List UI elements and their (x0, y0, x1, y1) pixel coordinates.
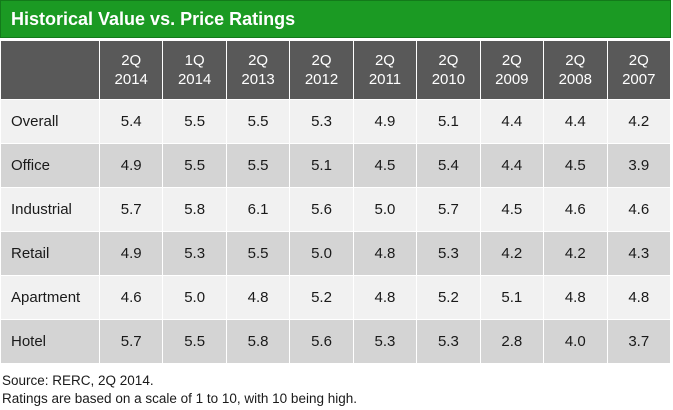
rating-cell: 3.9 (606, 143, 671, 188)
rating-cell: 4.9 (352, 99, 418, 144)
table-title-bar: Historical Value vs. Price Ratings (0, 0, 671, 38)
footer-notes: Source: RERC, 2Q 2014. Ratings are based… (2, 372, 357, 408)
rating-cell: 4.6 (606, 187, 671, 232)
rating-cell: 4.8 (352, 231, 418, 276)
column-header: 2Q 2014 (98, 40, 164, 100)
table-row: Industrial 5.7 5.8 6.1 5.6 5.0 5.7 4.5 4.6 4.6 (0, 187, 671, 232)
rating-cell: 5.2 (289, 275, 354, 320)
rating-cell: 6.1 (225, 187, 291, 232)
rating-cell: 4.5 (352, 143, 418, 188)
rating-cell: 4.6 (543, 187, 608, 232)
rating-cell: 5.3 (289, 99, 354, 144)
rating-cell: 5.1 (416, 99, 481, 144)
header-row: 2Q 2014 1Q 2014 2Q 2013 2Q 2012 2Q 2011 2Q 20… (0, 40, 671, 100)
rating-cell: 4.3 (606, 231, 671, 276)
table-row: Overall 5.4 5.5 5.5 5.3 4.9 5.1 4.4 4.4 4.2 (0, 99, 671, 144)
rating-cell: 5.8 (162, 187, 227, 232)
rating-cell: 5.2 (416, 275, 481, 320)
rating-cell: 4.2 (606, 99, 671, 144)
scale-note: Ratings are based on a scale of 1 to 10,… (2, 391, 357, 406)
rating-cell: 5.0 (352, 187, 418, 232)
rating-cell: 4.9 (98, 231, 164, 276)
rating-cell: 5.7 (98, 319, 164, 364)
rating-cell: 4.8 (606, 275, 671, 320)
rating-cell: 5.3 (162, 231, 227, 276)
rating-cell: 5.7 (98, 187, 164, 232)
rating-cell: 5.3 (416, 319, 481, 364)
rating-cell: 4.6 (98, 275, 164, 320)
rating-cell: 5.5 (225, 143, 291, 188)
rating-cell: 4.9 (98, 143, 164, 188)
rating-cell: 4.0 (543, 319, 608, 364)
table-title: Historical Value vs. Price Ratings (11, 8, 296, 29)
column-header: 2Q 2012 (289, 40, 354, 100)
column-header: 2Q 2009 (479, 40, 545, 100)
rating-cell: 4.4 (479, 143, 545, 188)
rating-cell: 5.7 (416, 187, 481, 232)
column-header: 2Q 2007 (606, 40, 671, 100)
row-label: Retail (0, 231, 100, 276)
rating-cell: 5.8 (225, 319, 291, 364)
rating-cell: 5.3 (416, 231, 481, 276)
ratings-table: 2Q 2014 1Q 2014 2Q 2013 2Q 2012 2Q 2011 2Q 20… (0, 40, 671, 364)
rating-cell: 5.0 (289, 231, 354, 276)
row-label: Industrial (0, 187, 100, 232)
table-row: Retail 4.9 5.3 5.5 5.0 4.8 5.3 4.2 4.2 4.3 (0, 231, 671, 276)
rating-cell: 5.6 (289, 319, 354, 364)
column-header: 2Q 2011 (352, 40, 418, 100)
rating-cell: 5.1 (289, 143, 354, 188)
row-label: Apartment (0, 275, 100, 320)
rating-cell: 5.3 (352, 319, 418, 364)
table-row: Hotel 5.7 5.5 5.8 5.6 5.3 5.3 2.8 4.0 3.7 (0, 319, 671, 364)
rating-cell: 5.5 (225, 231, 291, 276)
rating-cell: 4.2 (543, 231, 608, 276)
column-header: 1Q 2014 (162, 40, 227, 100)
table-row: Apartment 4.6 5.0 4.8 5.2 4.8 5.2 5.1 4.8 4.8 (0, 275, 671, 320)
column-header: 2Q 2008 (543, 40, 608, 100)
row-label: Hotel (0, 319, 100, 364)
rating-cell: 5.1 (479, 275, 545, 320)
row-label: Office (0, 143, 100, 188)
rating-cell: 5.4 (98, 99, 164, 144)
rating-cell: 5.5 (162, 143, 227, 188)
header-corner-cell (0, 40, 100, 100)
rating-cell: 5.0 (162, 275, 227, 320)
rating-cell: 3.7 (606, 319, 671, 364)
rating-cell: 5.5 (162, 99, 227, 144)
row-label: Overall (0, 99, 100, 144)
table-row: Office 4.9 5.5 5.5 5.1 4.5 5.4 4.4 4.5 3.9 (0, 143, 671, 188)
rating-cell: 5.5 (225, 99, 291, 144)
rating-cell: 4.5 (543, 143, 608, 188)
rating-cell: 4.5 (479, 187, 545, 232)
rating-cell: 5.4 (416, 143, 481, 188)
rating-cell: 4.8 (543, 275, 608, 320)
rating-cell: 2.8 (479, 319, 545, 364)
source-note: Source: RERC, 2Q 2014. (2, 373, 154, 388)
column-header: 2Q 2010 (416, 40, 481, 100)
rating-cell: 4.4 (543, 99, 608, 144)
rating-cell: 4.8 (352, 275, 418, 320)
rating-cell: 5.5 (162, 319, 227, 364)
column-header: 2Q 2013 (225, 40, 291, 100)
table-body: Overall 5.4 5.5 5.5 5.3 4.9 5.1 4.4 4.4 4.2 Office… (0, 99, 671, 364)
rating-cell: 4.8 (225, 275, 291, 320)
rating-cell: 4.4 (479, 99, 545, 144)
rating-cell: 4.2 (479, 231, 545, 276)
rating-cell: 5.6 (289, 187, 354, 232)
